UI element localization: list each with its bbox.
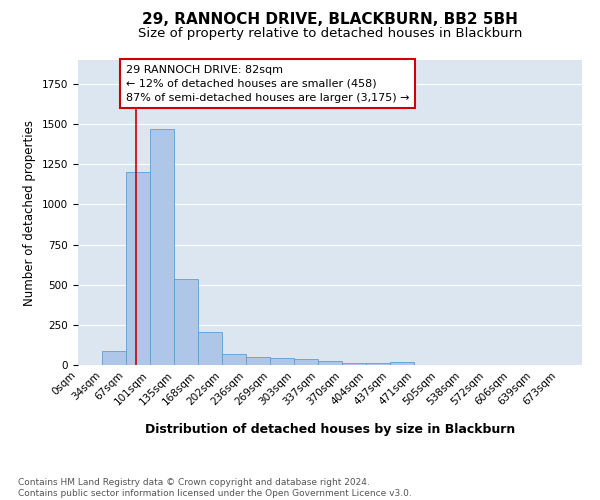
Text: Contains HM Land Registry data © Crown copyright and database right 2024.
Contai: Contains HM Land Registry data © Crown c…: [18, 478, 412, 498]
Text: 29, RANNOCH DRIVE, BLACKBURN, BB2 5BH: 29, RANNOCH DRIVE, BLACKBURN, BB2 5BH: [142, 12, 518, 28]
Bar: [198, 332, 222, 365]
Bar: [150, 129, 174, 365]
Bar: [102, 350, 126, 365]
Bar: [222, 354, 246, 365]
Bar: [270, 358, 294, 365]
Bar: [366, 363, 389, 365]
Bar: [318, 361, 342, 365]
Bar: [126, 172, 150, 365]
Bar: [246, 358, 270, 365]
Bar: [174, 279, 198, 365]
Y-axis label: Number of detached properties: Number of detached properties: [23, 120, 37, 306]
Text: Distribution of detached houses by size in Blackburn: Distribution of detached houses by size …: [145, 422, 515, 436]
Text: Size of property relative to detached houses in Blackburn: Size of property relative to detached ho…: [138, 28, 522, 40]
Bar: [294, 360, 318, 365]
Bar: [389, 362, 414, 365]
Bar: [342, 362, 366, 365]
Text: 29 RANNOCH DRIVE: 82sqm
← 12% of detached houses are smaller (458)
87% of semi-d: 29 RANNOCH DRIVE: 82sqm ← 12% of detache…: [126, 65, 409, 103]
